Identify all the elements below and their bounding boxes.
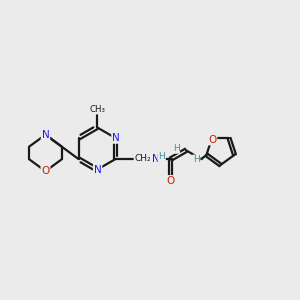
Text: N: N [112, 133, 120, 143]
Text: CH₂: CH₂ [134, 154, 151, 163]
Text: H: H [193, 155, 200, 164]
Text: N: N [94, 165, 101, 175]
Text: O: O [208, 135, 217, 145]
Text: N: N [152, 154, 159, 164]
Text: H: H [172, 144, 179, 153]
Text: O: O [167, 176, 175, 186]
Text: N: N [42, 130, 49, 140]
Text: H: H [158, 152, 165, 161]
Text: CH₃: CH₃ [89, 105, 105, 114]
Text: O: O [41, 166, 50, 176]
